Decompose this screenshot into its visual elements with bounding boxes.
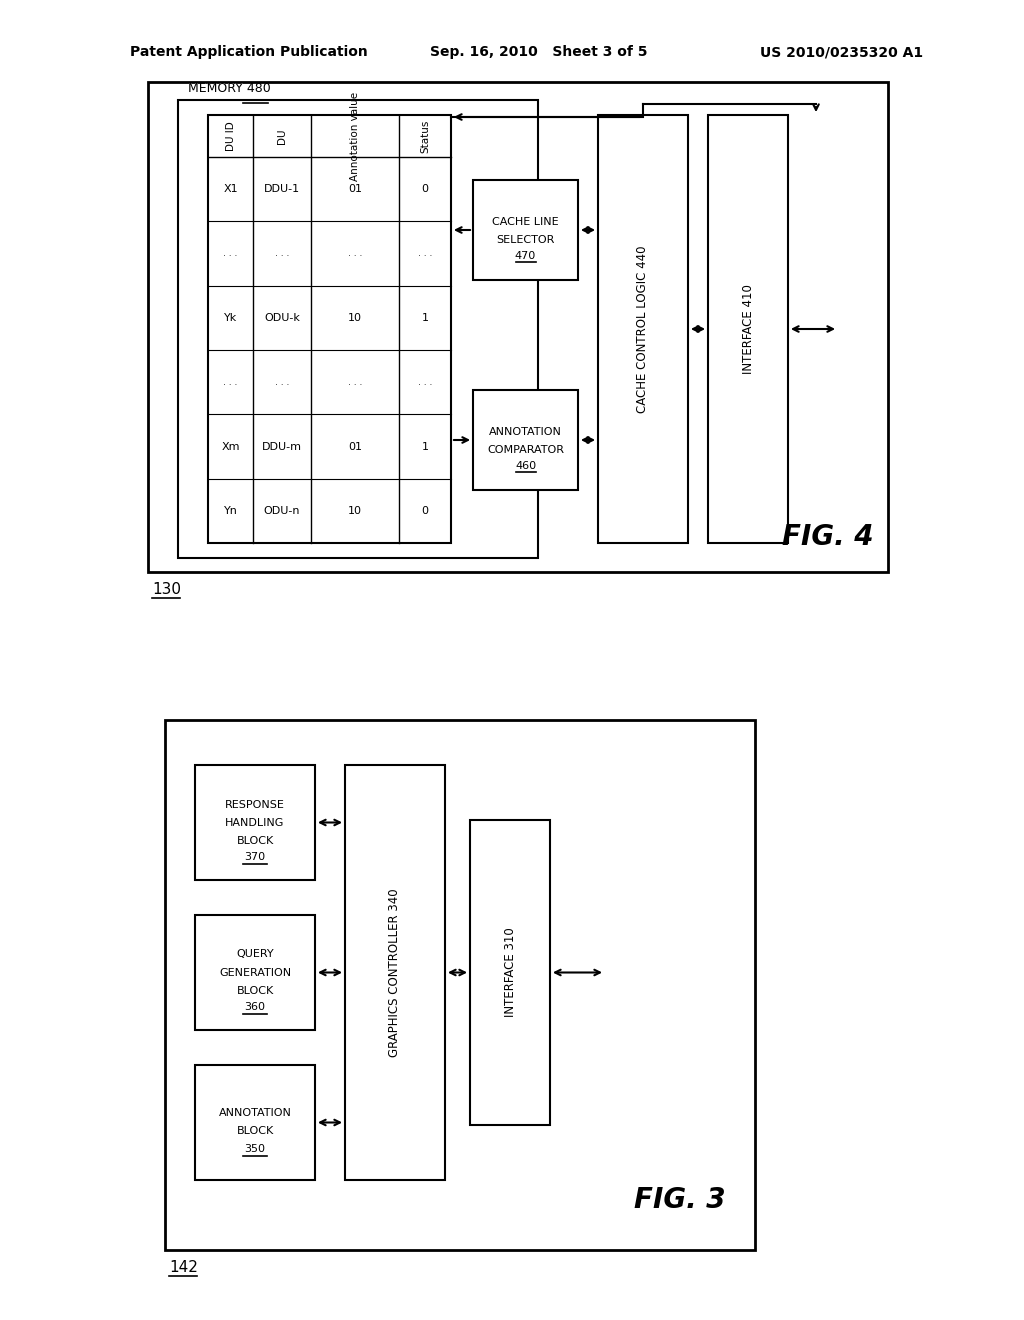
Text: DU ID: DU ID — [225, 121, 236, 150]
Bar — [165, 719, 755, 1250]
Text: . . .: . . . — [418, 378, 432, 387]
Text: GENERATION: GENERATION — [219, 968, 291, 978]
Text: US 2010/0235320 A1: US 2010/0235320 A1 — [760, 45, 923, 59]
Text: ODU-k: ODU-k — [264, 313, 300, 323]
Bar — [208, 115, 451, 543]
Text: Yk: Yk — [224, 313, 238, 323]
Bar — [473, 389, 578, 490]
Text: 10: 10 — [348, 506, 362, 516]
Text: . . .: . . . — [274, 249, 289, 257]
Text: COMPARATOR: COMPARATOR — [487, 445, 564, 455]
Text: CACHE CONTROL LOGIC 440: CACHE CONTROL LOGIC 440 — [637, 246, 649, 413]
Bar — [473, 180, 578, 280]
Text: ANNOTATION: ANNOTATION — [218, 1109, 292, 1118]
Text: MEMORY: MEMORY — [188, 82, 247, 95]
Text: INTERFACE 310: INTERFACE 310 — [504, 928, 516, 1018]
Text: DDU-m: DDU-m — [262, 441, 302, 451]
Text: Annotation value: Annotation value — [350, 91, 360, 181]
Text: 01: 01 — [348, 441, 362, 451]
Text: 1: 1 — [422, 441, 428, 451]
Text: ODU-n: ODU-n — [264, 506, 300, 516]
Text: FIG. 4: FIG. 4 — [782, 523, 873, 550]
Text: Yn: Yn — [223, 506, 238, 516]
Text: 142: 142 — [169, 1261, 198, 1275]
Text: 1: 1 — [422, 313, 428, 323]
Text: 01: 01 — [348, 185, 362, 194]
Text: 10: 10 — [348, 313, 362, 323]
Bar — [178, 100, 538, 558]
Bar — [345, 766, 445, 1180]
Text: . . .: . . . — [348, 249, 362, 257]
Text: DU: DU — [278, 128, 287, 144]
Text: . . .: . . . — [223, 249, 238, 257]
Bar — [195, 766, 315, 880]
Text: 370: 370 — [245, 853, 265, 862]
Text: BLOCK: BLOCK — [237, 1126, 273, 1137]
Text: FIG. 3: FIG. 3 — [634, 1185, 726, 1214]
Text: . . .: . . . — [223, 378, 238, 387]
Bar — [148, 82, 888, 572]
Text: BLOCK: BLOCK — [237, 836, 273, 846]
Bar — [598, 115, 688, 543]
Text: HANDLING: HANDLING — [225, 817, 285, 828]
Text: CACHE LINE: CACHE LINE — [493, 216, 559, 227]
Text: RESPONSE: RESPONSE — [225, 800, 285, 809]
Bar — [195, 915, 315, 1030]
Text: 0: 0 — [422, 185, 428, 194]
Text: SELECTOR: SELECTOR — [497, 235, 555, 246]
Text: Status: Status — [420, 119, 430, 153]
Text: 0: 0 — [422, 506, 428, 516]
Bar — [195, 1065, 315, 1180]
Text: . . .: . . . — [274, 378, 289, 387]
Text: Patent Application Publication: Patent Application Publication — [130, 45, 368, 59]
Text: DDU-1: DDU-1 — [264, 185, 300, 194]
Text: QUERY: QUERY — [237, 949, 273, 960]
Text: 470: 470 — [515, 251, 537, 261]
Text: GRAPHICS CONTROLLER 340: GRAPHICS CONTROLLER 340 — [388, 888, 401, 1057]
Text: . . .: . . . — [348, 378, 362, 387]
Text: INTERFACE 410: INTERFACE 410 — [741, 284, 755, 374]
Text: 460: 460 — [515, 461, 536, 471]
Text: MEMORY 480: MEMORY 480 — [188, 82, 270, 95]
Text: X1: X1 — [223, 185, 238, 194]
Text: Xm: Xm — [221, 441, 240, 451]
Text: BLOCK: BLOCK — [237, 986, 273, 995]
Bar — [470, 820, 550, 1125]
Text: 350: 350 — [245, 1144, 265, 1155]
Text: 360: 360 — [245, 1002, 265, 1012]
Text: . . .: . . . — [418, 249, 432, 257]
Bar — [708, 115, 788, 543]
Text: 130: 130 — [152, 582, 181, 598]
Text: ANNOTATION: ANNOTATION — [489, 426, 562, 437]
Text: Sep. 16, 2010   Sheet 3 of 5: Sep. 16, 2010 Sheet 3 of 5 — [430, 45, 647, 59]
